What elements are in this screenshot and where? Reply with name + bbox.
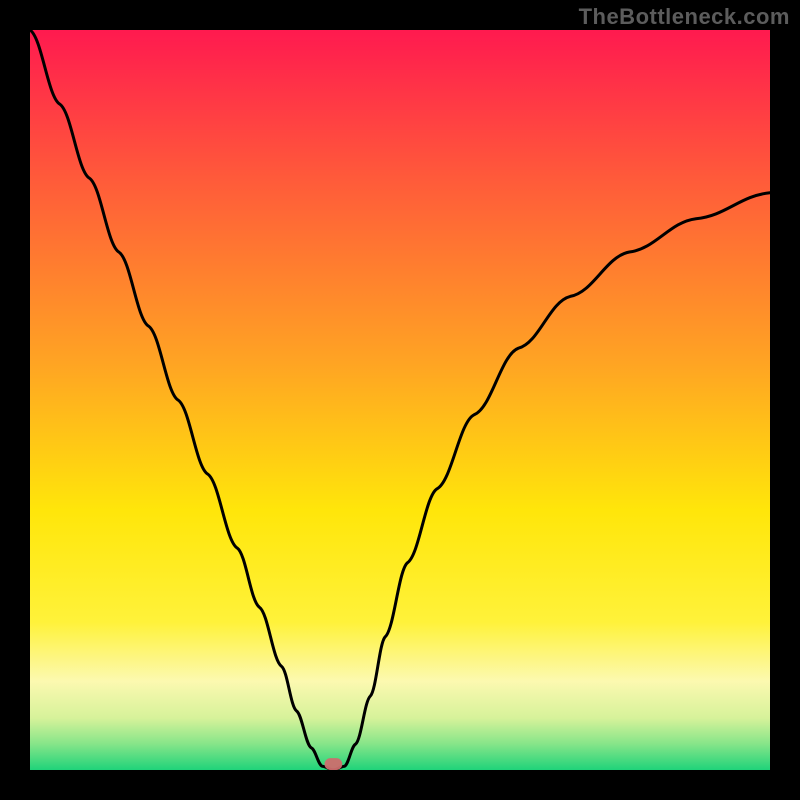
watermark-text: TheBottleneck.com — [579, 4, 790, 30]
bottleneck-chart — [0, 0, 800, 800]
optimal-point-marker — [325, 758, 343, 770]
chart-container: TheBottleneck.com — [0, 0, 800, 800]
